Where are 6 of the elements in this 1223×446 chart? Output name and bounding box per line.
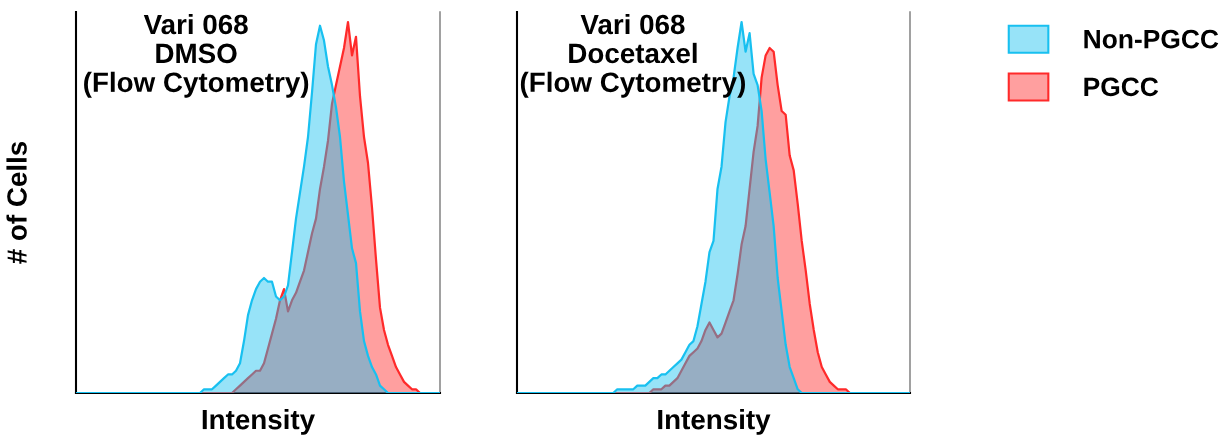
x-axis-title: Intensity xyxy=(202,408,315,435)
y-axis-title: # of Cells xyxy=(6,141,27,264)
legend-label: PGCC xyxy=(1084,77,1159,97)
legend-label: Non-PGCC xyxy=(1084,29,1219,49)
text: Vari 068 DMSO (Flow Cytometry) xyxy=(84,13,309,98)
x-axis-title: Intensity xyxy=(658,408,771,435)
